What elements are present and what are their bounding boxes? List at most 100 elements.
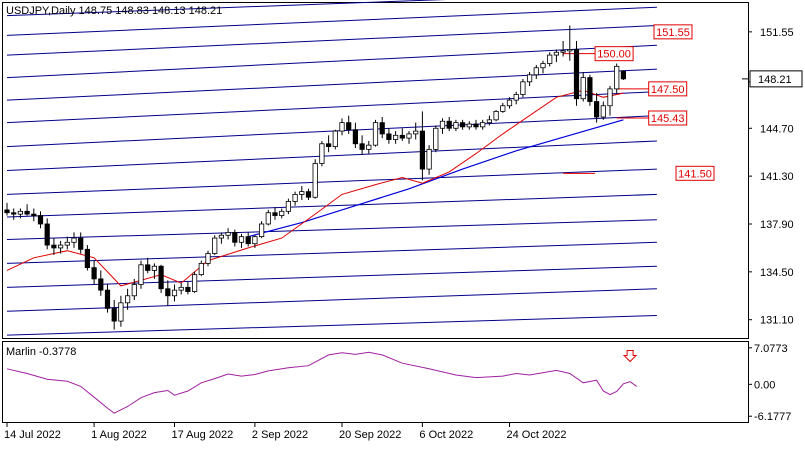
candle-body [71, 237, 77, 243]
chart-title: USDJPY,Daily 148.75 148.83 148.13 148.21 [6, 5, 222, 17]
candle-body [520, 81, 526, 95]
candle [573, 41, 580, 106]
candle [359, 135, 365, 156]
candle-body [392, 134, 399, 140]
candle [513, 91, 519, 105]
candle [252, 235, 258, 248]
candle [366, 140, 372, 154]
level-label-box [675, 165, 715, 181]
candle [279, 208, 285, 219]
candle-body [426, 148, 432, 170]
current-price-label: 148.21 [758, 74, 792, 86]
channel-line-9 [6, 193, 657, 218]
candle-body [37, 215, 44, 225]
candle-body [305, 191, 312, 198]
candle [104, 284, 111, 313]
ma-red-line [6, 89, 624, 287]
candle [352, 122, 359, 148]
channel-line-4 [6, 68, 657, 101]
current-price-box [749, 70, 803, 88]
candle-body [232, 232, 238, 243]
candle [125, 288, 131, 310]
down-arrow-icon [622, 349, 638, 363]
candle-body [560, 50, 566, 53]
candle [325, 135, 332, 153]
candle [238, 233, 245, 248]
candle-body [332, 130, 338, 147]
candle-body [433, 127, 439, 150]
channel-line-5 [6, 91, 657, 124]
candle [299, 185, 305, 201]
candle [319, 140, 325, 167]
channel-line-10 [6, 219, 657, 240]
time-tick-label: 2 Sep 2022 [252, 429, 308, 441]
candle-body [439, 120, 446, 129]
level-label-box [594, 46, 634, 62]
candle-body [399, 134, 405, 139]
level-label-150-00: 150.00 [597, 49, 631, 61]
level-label-box [653, 24, 693, 40]
candle [145, 257, 151, 274]
candle-body [573, 49, 580, 100]
candle-body [272, 212, 278, 216]
candle [533, 64, 539, 80]
blue-channel-lines [6, 0, 657, 336]
candle [165, 280, 171, 306]
price-tick-label: 141.30 [760, 171, 794, 183]
candle-body [51, 244, 57, 249]
candle [138, 260, 144, 289]
candle-body [547, 54, 553, 64]
time-tick-label: 6 Oct 2022 [419, 429, 473, 441]
candle [413, 122, 419, 140]
candle-body [527, 74, 533, 83]
candle [480, 119, 486, 130]
candle-body [419, 130, 426, 170]
channel-line-11 [6, 241, 657, 264]
candle-body [225, 232, 231, 236]
candle-body [346, 122, 352, 131]
candle [225, 228, 231, 240]
candle [178, 283, 184, 295]
candle-body [406, 133, 412, 139]
candle [372, 119, 379, 147]
moving-averages [6, 89, 624, 287]
candle [198, 260, 204, 277]
indicator-tick-label: 7.0773 [754, 343, 788, 355]
candle-body [258, 223, 265, 238]
candle [37, 211, 44, 229]
candle [218, 232, 224, 244]
candle-body [98, 278, 104, 291]
candle-body [500, 105, 506, 112]
candle [158, 264, 164, 293]
candle-body [58, 244, 64, 249]
candle [426, 145, 432, 175]
candle-body [238, 236, 245, 243]
candle [520, 79, 526, 98]
candle-body [44, 223, 50, 246]
candle-body [218, 234, 224, 239]
channel-line-8 [6, 168, 657, 195]
candle-body [446, 120, 452, 129]
marlin-indicator [6, 349, 638, 414]
candle [386, 128, 392, 144]
candle-body [185, 286, 191, 292]
level-label-141-50: 141.50 [678, 168, 712, 180]
candle [98, 270, 104, 296]
candle [44, 218, 50, 250]
candle-body [252, 236, 258, 245]
candle-body [366, 144, 372, 150]
candle [191, 271, 198, 293]
candle-body [125, 295, 131, 304]
candle-body [245, 236, 251, 245]
candle-body [620, 70, 627, 80]
candle-body [379, 122, 385, 135]
channel-line-14 [6, 314, 657, 336]
candle [84, 245, 90, 271]
candle-body [64, 241, 70, 246]
candle-body [4, 209, 10, 214]
candle [600, 101, 606, 120]
candle-body [171, 289, 178, 297]
candle-body [11, 212, 17, 215]
